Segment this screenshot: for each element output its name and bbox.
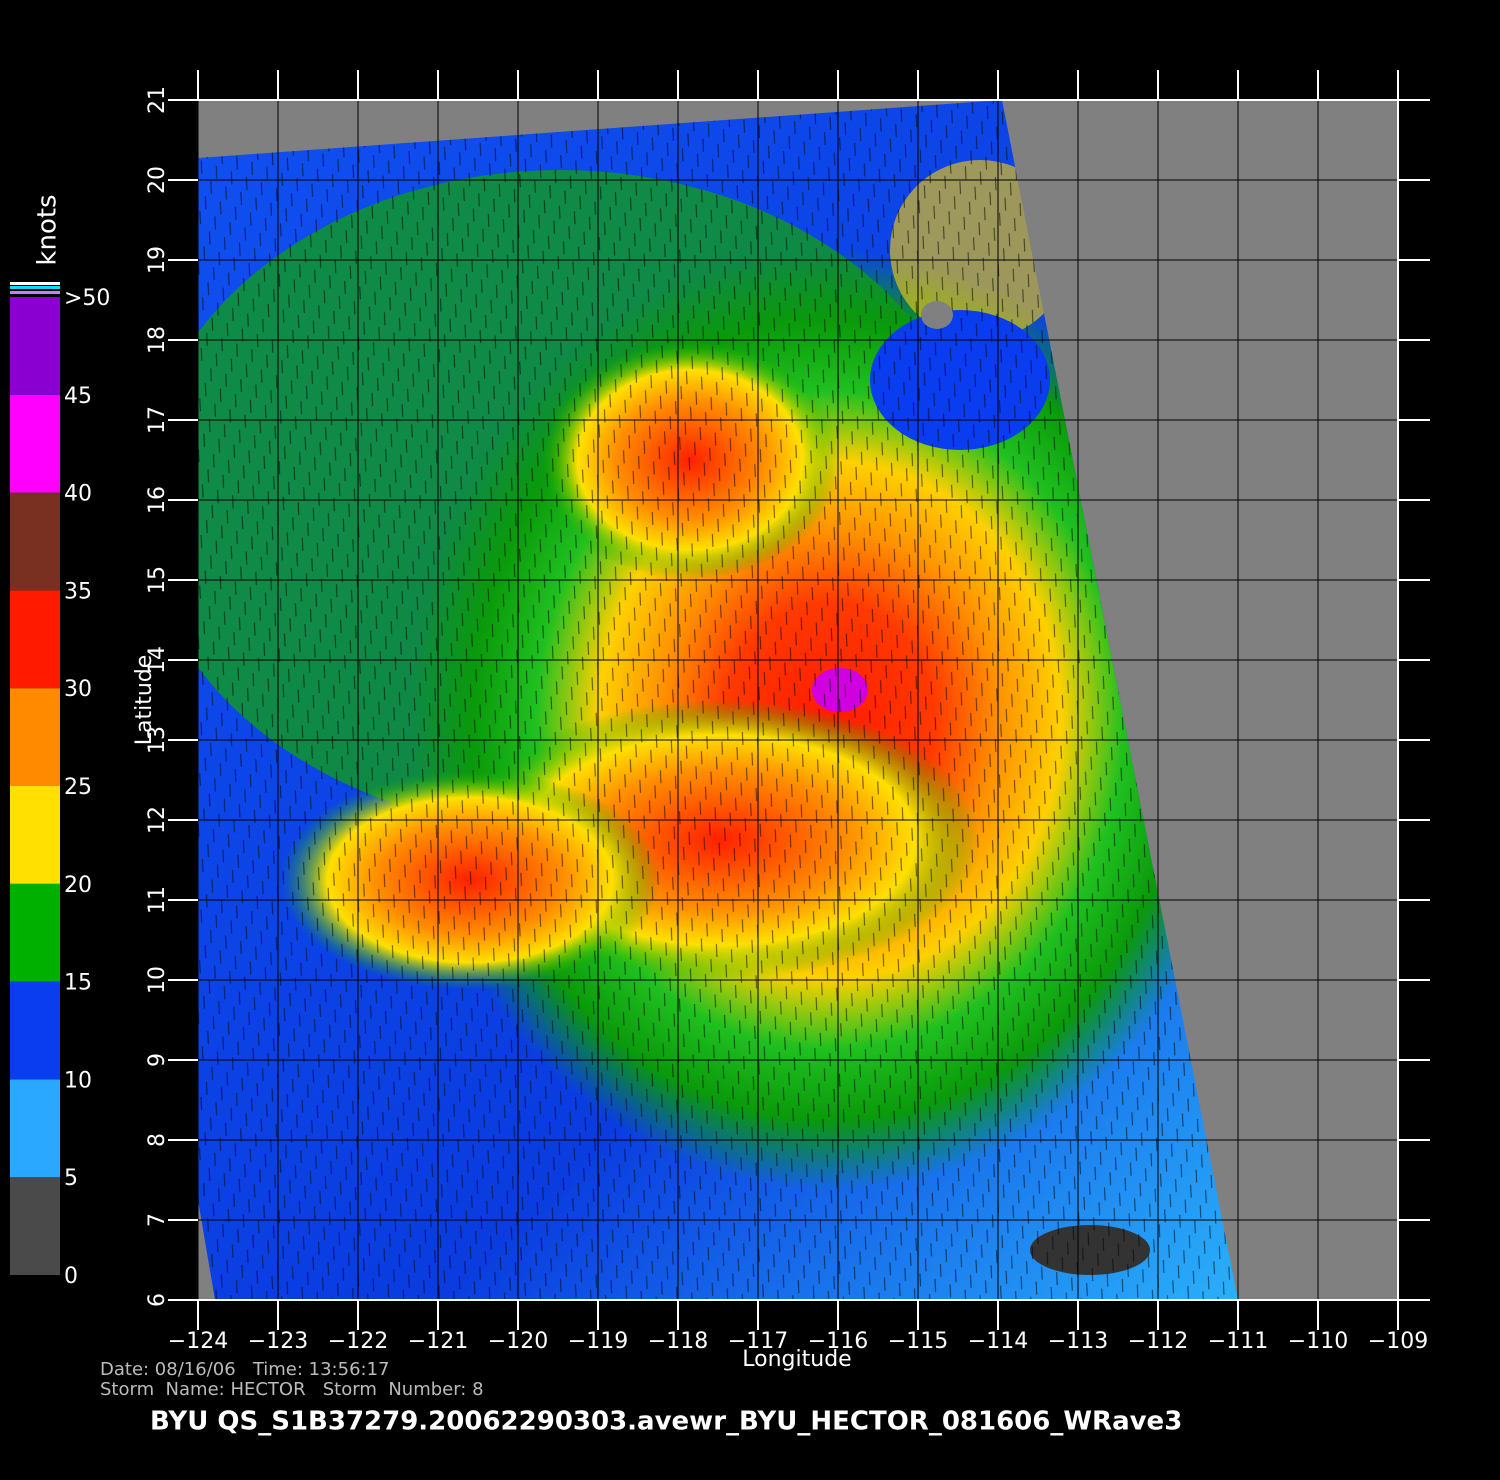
colorbar-segment [10, 394, 60, 493]
x-tick-label: −120 [488, 1329, 548, 1354]
y-tick-label: 12 [145, 806, 170, 834]
colorbar-tick-label: 40 [64, 482, 92, 507]
y-tick-label: 7 [145, 1213, 170, 1227]
colorbar-segment [10, 297, 60, 395]
colorbar-segment [10, 1177, 60, 1275]
colorbar-tick-label: 5 [64, 1166, 78, 1191]
colorbar-cap [10, 291, 60, 294]
y-tick-label: 13 [145, 726, 170, 754]
colorbar-tick-label: 30 [64, 677, 92, 702]
x-tick-label: −110 [1288, 1329, 1348, 1354]
x-tick-label: −119 [568, 1329, 628, 1354]
y-tick-label: 9 [145, 1053, 170, 1067]
y-axis-label: Latitude [132, 655, 157, 746]
colorbar-tick-label: 15 [64, 971, 92, 996]
colorbar-tick-label: 20 [64, 873, 92, 898]
colorbar-tick-label: 25 [64, 775, 92, 800]
x-tick-label: −115 [888, 1329, 948, 1354]
colorbar-tick-label: >50 [64, 286, 110, 311]
colorbar-cap [10, 282, 60, 285]
x-tick-label: −113 [1048, 1329, 1108, 1354]
colorbar-segment [10, 786, 60, 884]
colorbar-segment [10, 1079, 60, 1178]
y-tick-label: 16 [145, 486, 170, 514]
x-tick-label: −123 [248, 1329, 308, 1354]
x-tick-label: −121 [408, 1329, 468, 1354]
y-tick-label: 11 [145, 886, 170, 914]
colorbar-segment [10, 981, 60, 1080]
colorbar-segment [10, 688, 60, 786]
y-tick-label: 8 [145, 1133, 170, 1147]
colorbar-tick-label: 10 [64, 1068, 92, 1093]
x-tick-label: −112 [1128, 1329, 1188, 1354]
x-tick-label: −124 [168, 1329, 228, 1354]
figure-title: BYU QS_S1B37279.20062290303.avewr_BYU_HE… [150, 1407, 1182, 1437]
colorbar-segment [10, 883, 60, 982]
info-line: Date: 08/16/06 Time: 13:56:17 [100, 1359, 390, 1380]
y-tick-label: 20 [145, 166, 170, 194]
y-tick-label: 19 [145, 246, 170, 274]
x-tick-label: −114 [968, 1329, 1028, 1354]
colorbar-cap [10, 286, 60, 289]
colorbar-segment [10, 492, 60, 591]
y-tick-label: 14 [145, 646, 170, 674]
y-tick-label: 6 [145, 1293, 170, 1307]
colorbar-segment [10, 590, 60, 689]
colorbar-tick-label: 45 [64, 384, 92, 409]
swath-image [198, 100, 1398, 1300]
y-tick-label: 10 [145, 966, 170, 994]
info-line: Storm Name: HECTOR Storm Number: 8 [100, 1379, 484, 1400]
x-tick-label: −116 [808, 1329, 868, 1354]
colorbar-tick-label: 35 [64, 579, 92, 604]
x-tick-label: −118 [648, 1329, 708, 1354]
x-tick-label: −109 [1368, 1329, 1428, 1354]
y-tick-label: 18 [145, 326, 170, 354]
x-axis-label: Longitude [742, 1347, 851, 1372]
y-tick-label: 21 [145, 86, 170, 114]
x-tick-label: −122 [328, 1329, 388, 1354]
x-tick-label: −111 [1208, 1329, 1268, 1354]
x-tick-label: −117 [728, 1329, 788, 1354]
y-tick-label: 17 [145, 406, 170, 434]
colorbar-tick-label: 0 [64, 1264, 78, 1289]
colorbar-label: knots [33, 194, 63, 265]
y-tick-label: 15 [145, 566, 170, 594]
